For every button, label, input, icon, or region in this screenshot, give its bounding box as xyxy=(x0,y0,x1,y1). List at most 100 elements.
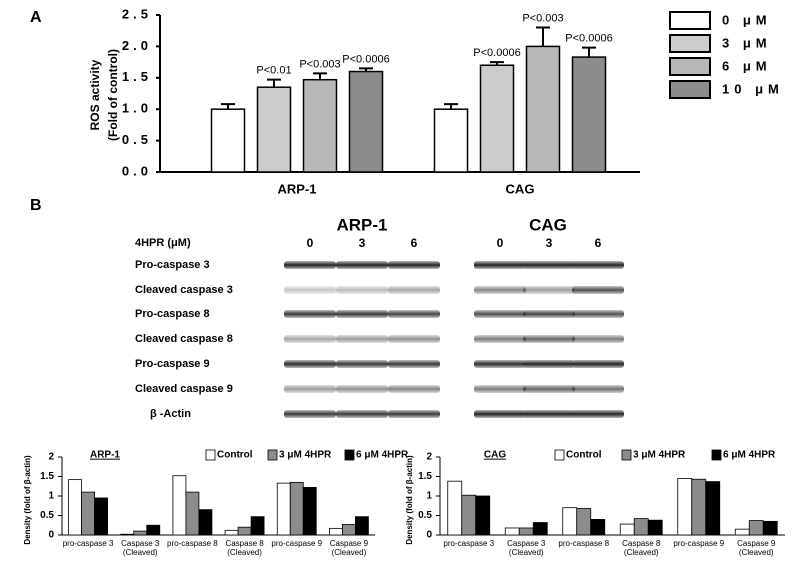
blot-band xyxy=(523,261,575,269)
bar xyxy=(590,519,606,536)
legend-label: 6 μM xyxy=(722,58,772,73)
legend-swatch xyxy=(669,57,711,76)
bar xyxy=(518,527,534,536)
legend-label: 3 μM xyxy=(722,35,772,50)
y-tick-label: 0.0 xyxy=(122,163,152,178)
y-tick-label: 1.5 xyxy=(122,69,152,84)
blot-band xyxy=(284,410,336,418)
legend-swatch xyxy=(621,449,632,461)
blot-band xyxy=(284,310,336,318)
bar xyxy=(198,509,213,536)
y-tick-label: 1.5 xyxy=(40,471,54,482)
bar xyxy=(81,491,95,536)
annotation: P<0.0006 xyxy=(565,33,612,45)
bar xyxy=(355,516,369,536)
bar xyxy=(576,508,592,536)
blot-band xyxy=(336,286,388,294)
chart-title: ARP-1 xyxy=(90,450,120,461)
blot-band xyxy=(336,410,388,418)
blot-row-label: Pro-caspase 8 xyxy=(135,308,210,320)
x-tick-label: pro-caspase 9 xyxy=(271,539,323,548)
blot-line-name: CAG xyxy=(529,215,567,234)
bar xyxy=(479,64,515,173)
x-tick-label: pro-caspase 3 xyxy=(62,539,114,548)
x-tick-label: Caspase 9 (Cleaved) xyxy=(737,539,776,557)
legend-swatch xyxy=(669,80,711,99)
bar xyxy=(185,491,200,536)
legend-swatch xyxy=(344,449,355,461)
blot-band xyxy=(284,286,336,294)
legend-swatch xyxy=(205,449,216,461)
blot-band xyxy=(523,335,575,343)
blot-band xyxy=(523,410,575,418)
blot-band xyxy=(388,310,440,318)
bar xyxy=(172,475,187,536)
blot-band xyxy=(388,360,440,368)
blot-band xyxy=(572,360,624,368)
blot-band xyxy=(474,261,526,269)
legend-label: 6 μM 4HPR xyxy=(723,450,776,461)
error-bar xyxy=(267,78,281,88)
bar xyxy=(447,480,463,536)
bar xyxy=(562,507,578,536)
x-tick-label: pro-caspase 9 xyxy=(673,539,725,548)
bar xyxy=(329,527,343,536)
bar xyxy=(120,533,135,536)
error-bar xyxy=(313,72,327,80)
panel-label: B xyxy=(30,197,42,214)
bar xyxy=(224,529,239,536)
blot-band xyxy=(572,261,624,269)
blot-band xyxy=(388,385,440,393)
y-tick-label: 0 xyxy=(426,530,432,541)
bar xyxy=(348,70,384,173)
annotation: P<0.01 xyxy=(256,65,291,77)
legend-label: 3 μM 4HPR xyxy=(279,450,332,461)
y-axis-label: Density (fold of β-actin) xyxy=(405,455,414,545)
bar xyxy=(734,528,750,536)
x-tick-label: Caspase 3 (Cleaved) xyxy=(507,539,546,557)
bar xyxy=(342,524,356,536)
legend-label: 3 μM 4HPR xyxy=(633,450,686,461)
blot-band xyxy=(523,310,575,318)
blot-band xyxy=(474,360,526,368)
bar xyxy=(146,524,161,536)
y-tick-label: 0 xyxy=(48,530,54,541)
x-tick-label: Caspase 9 (Cleaved) xyxy=(329,539,369,557)
lane-label: 6 xyxy=(411,236,418,250)
blot-band xyxy=(388,286,440,294)
error-bar xyxy=(444,103,458,110)
legend-label: 10 μM xyxy=(722,81,784,96)
x-tick-label: Caspase 8 (Cleaved) xyxy=(225,539,264,557)
blot-band xyxy=(284,385,336,393)
annotation: P<0.003 xyxy=(522,12,563,24)
blot-row-label: β -Actin xyxy=(150,408,191,420)
blot-band xyxy=(474,410,526,418)
blot-band xyxy=(388,335,440,343)
blot-line-name: ARP-1 xyxy=(336,215,387,234)
bar xyxy=(302,487,317,536)
treatment-label: 4HPR (μM) xyxy=(135,237,191,249)
legend-swatch xyxy=(554,449,565,461)
blot-row-label: Cleaved caspase 8 xyxy=(135,333,233,345)
y-tick-label: 1.5 xyxy=(418,471,432,482)
error-bar xyxy=(582,46,596,58)
legend-label: 0 μM xyxy=(722,12,772,27)
blot-band xyxy=(572,385,624,393)
bar xyxy=(633,518,649,536)
y-tick-label: 2.5 xyxy=(122,6,152,21)
y-tick-label: 0.5 xyxy=(40,510,54,521)
blot-band xyxy=(523,360,575,368)
blot-band xyxy=(474,385,526,393)
annotation: P<0.0006 xyxy=(473,47,520,59)
legend-swatch xyxy=(711,449,722,461)
blot-band xyxy=(523,385,575,393)
blot-band xyxy=(388,261,440,269)
blot-row-label: Cleaved caspase 9 xyxy=(135,383,233,395)
blot-band xyxy=(336,261,388,269)
bar xyxy=(748,520,764,536)
bar xyxy=(619,523,635,536)
bar xyxy=(571,56,607,173)
blot-band xyxy=(336,335,388,343)
